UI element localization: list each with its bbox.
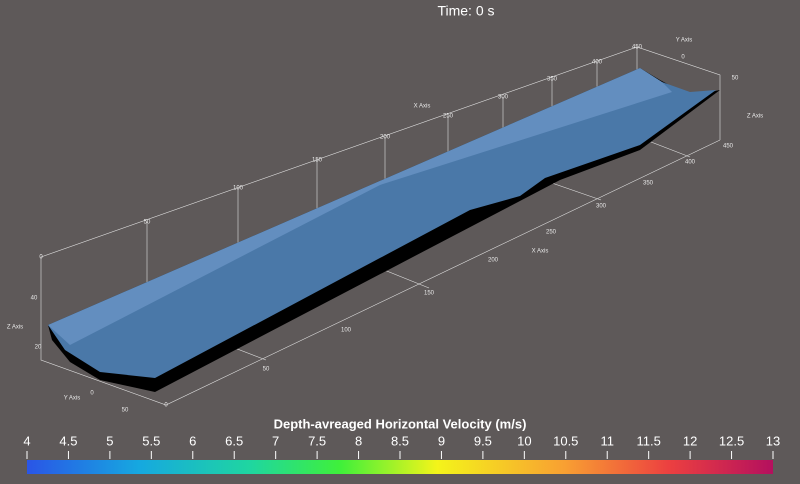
axis-tick-label: 300 [498,95,509,101]
axis-label: Y Axis [676,38,693,44]
axis-tick-label: 0 [681,55,685,61]
colorbar [27,460,773,474]
colorbar-tick-label: 10.5 [553,433,578,448]
axis-tick-label: 200 [488,258,499,264]
colorbar-tick-label: 9.5 [474,433,492,448]
colorbar-tick-label: 11 [600,433,614,448]
colorbar-tick-label: 5.5 [142,433,160,448]
axis-tick-label: 300 [596,204,607,210]
colorbar-tick-label: 10 [517,433,531,448]
axis-tick-label: 350 [547,77,558,83]
axis-label: Z Axis [7,325,23,331]
axis-tick-label: 150 [424,291,435,297]
axis-tick-label: 40 [31,296,38,302]
colorbar-title: Depth-avreaged Horizontal Velocity (m/s) [274,416,527,431]
colorbar-tick-label: 5 [106,433,113,448]
axis-tick-label: 450 [632,45,643,51]
axis-tick-label: 100 [233,186,244,192]
colorbar-tick-label: 6.5 [225,433,243,448]
axis-label: X Axis [414,104,431,110]
colorbar-tick-label: 7 [272,433,279,448]
axis-tick-label: 100 [341,328,352,334]
axis-tick-label: 0 [39,255,43,261]
axis-tick-label: 50 [144,220,151,226]
colorbar-tick-label: 4 [23,433,30,448]
colorbar-tick-label: 12 [683,433,697,448]
axis-label: Y Axis [64,396,81,402]
axis-tick-label: 350 [643,181,654,187]
axis-label: X Axis [532,249,549,255]
colorbar-tick-label: 12.5 [719,433,744,448]
axis-tick-label: 50 [263,367,270,373]
axis-tick-label: 20 [35,345,42,351]
axis-tick-label: 200 [380,135,391,141]
axis-tick-label: 250 [546,230,557,236]
channel [48,68,720,392]
colorbar-tick-label: 8.5 [391,433,409,448]
axis-tick-label: 250 [443,114,454,120]
axis-tick-label: 0 [90,391,94,397]
colorbar-tick-label: 9 [438,433,445,448]
colorbar-tick-label: 11.5 [636,433,660,448]
axis-tick-label: 50 [122,408,129,414]
colorbar-tick-label: 13 [766,433,780,448]
axis-tick-label: 150 [312,158,323,164]
axis-label: Z Axis [747,114,763,120]
axis-tick-label: 400 [592,60,603,66]
axis-tick-label: 0 [164,403,168,409]
title: Time: 0 s [437,3,494,19]
axis-tick-label: 450 [723,144,734,150]
colorbar-tick-label: 8 [355,433,362,448]
axis-tick-label: 400 [685,160,696,166]
colorbar-tick-label: 4.5 [59,433,77,448]
colorbar-tick-label: 6 [189,433,196,448]
colorbar-tick-label: 7.5 [308,433,326,448]
axis-tick-label: 50 [732,76,739,82]
